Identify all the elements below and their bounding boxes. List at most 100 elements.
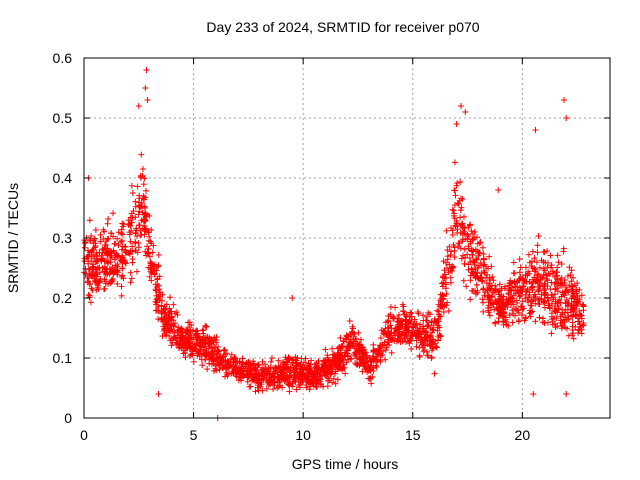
data-point <box>365 363 372 370</box>
data-point <box>136 208 143 215</box>
data-point <box>324 383 331 390</box>
data-point <box>168 342 175 349</box>
data-point <box>292 378 299 385</box>
data-point <box>155 251 162 258</box>
data-point <box>353 335 360 342</box>
data-point <box>135 240 142 247</box>
data-point <box>250 377 257 384</box>
data-point <box>89 270 96 277</box>
data-point <box>151 271 158 278</box>
data-point <box>508 287 515 294</box>
data-point <box>478 262 485 269</box>
data-point <box>93 287 100 294</box>
data-point <box>268 379 275 386</box>
data-point <box>519 298 526 305</box>
data-point <box>376 342 383 349</box>
data-point <box>262 361 269 368</box>
data-point <box>342 370 349 377</box>
data-point <box>110 233 117 240</box>
data-point <box>252 365 259 372</box>
data-point <box>141 211 148 218</box>
data-point <box>580 322 587 329</box>
data-point <box>382 356 389 363</box>
data-point <box>450 207 457 214</box>
data-point <box>473 234 480 241</box>
data-point <box>469 257 476 264</box>
data-point <box>566 264 573 271</box>
data-point <box>450 241 457 248</box>
data-point <box>183 333 190 340</box>
data-point <box>536 314 543 321</box>
data-point <box>159 291 166 298</box>
data-point <box>517 292 524 299</box>
data-point <box>468 247 475 254</box>
data-point <box>306 366 313 373</box>
data-point <box>548 330 555 337</box>
data-point <box>109 275 116 282</box>
data-point <box>569 323 576 330</box>
data-point <box>571 305 578 312</box>
data-point <box>431 370 438 377</box>
data-point <box>426 333 433 340</box>
data-point <box>204 334 211 341</box>
data-point <box>459 224 466 231</box>
data-point <box>135 202 142 209</box>
data-point <box>97 231 104 238</box>
y-tick-label: 0.2 <box>53 290 73 306</box>
data-point <box>155 262 162 269</box>
data-point <box>387 304 394 311</box>
data-point <box>270 370 277 377</box>
data-point <box>102 269 109 276</box>
data-point <box>509 307 516 314</box>
data-point <box>270 386 277 393</box>
data-point <box>199 362 206 369</box>
data-point <box>289 383 296 390</box>
data-point <box>108 230 115 237</box>
data-point <box>534 278 541 285</box>
data-point <box>282 354 289 361</box>
data-point <box>455 200 462 207</box>
data-point <box>541 286 548 293</box>
data-point <box>341 349 348 356</box>
data-point <box>330 375 337 382</box>
data-point <box>130 207 137 214</box>
data-point <box>516 256 523 263</box>
data-point <box>535 287 542 294</box>
data-point <box>156 273 163 280</box>
data-point <box>209 348 216 355</box>
data-point <box>486 293 493 300</box>
data-point <box>428 354 435 361</box>
data-point <box>500 293 507 300</box>
data-point <box>576 286 583 293</box>
data-point <box>462 109 469 115</box>
data-point <box>252 374 259 381</box>
data-point <box>568 278 575 285</box>
data-point <box>173 339 180 346</box>
data-point <box>535 233 542 240</box>
data-point <box>420 325 427 332</box>
data-point <box>118 292 125 299</box>
data-point <box>570 274 577 281</box>
data-point <box>91 275 98 282</box>
data-point <box>115 242 122 249</box>
data-point <box>433 344 440 351</box>
data-point <box>564 299 571 306</box>
data-point <box>320 363 327 370</box>
data-point <box>274 374 281 381</box>
data-point <box>453 220 460 227</box>
data-point <box>443 290 450 297</box>
data-point <box>190 358 197 365</box>
data-point <box>146 212 153 219</box>
data-point <box>528 298 535 305</box>
data-point <box>514 307 521 314</box>
data-point <box>460 252 467 259</box>
data-point <box>348 331 355 338</box>
data-point <box>479 278 486 285</box>
data-point <box>475 252 482 259</box>
data-point <box>540 271 547 278</box>
data-point <box>480 308 487 315</box>
data-point <box>433 343 440 350</box>
data-point <box>469 236 476 243</box>
data-point <box>260 376 267 383</box>
data-point <box>210 339 217 346</box>
